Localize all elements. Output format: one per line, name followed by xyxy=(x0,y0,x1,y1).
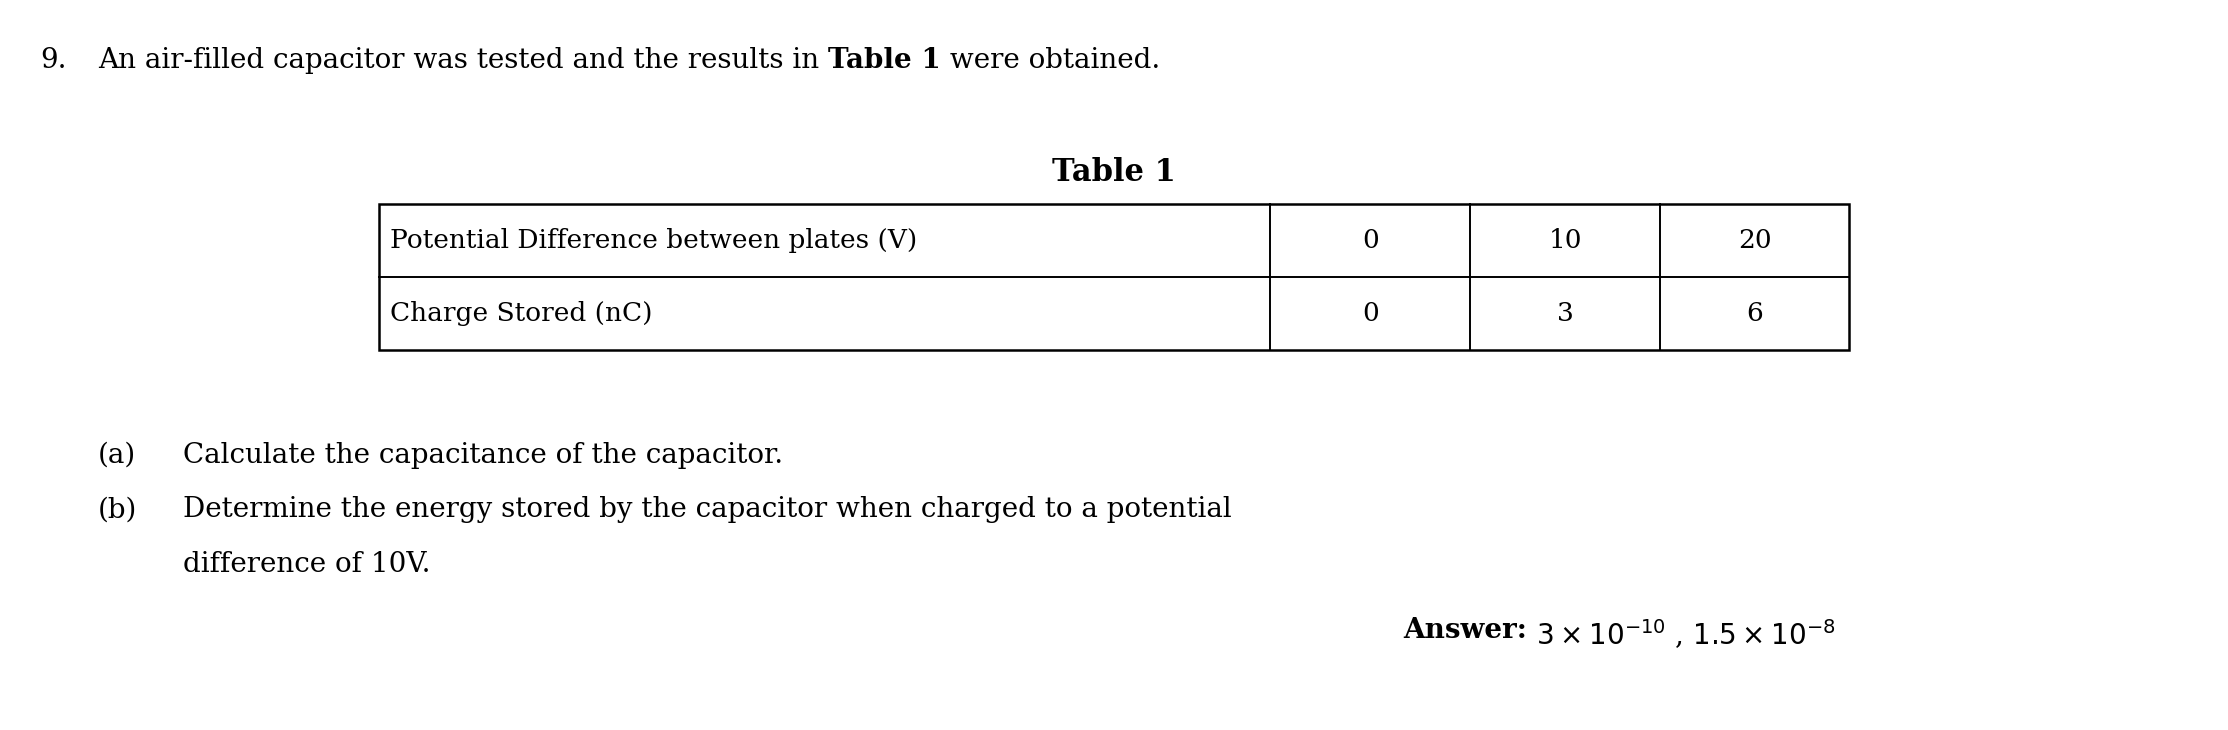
Text: 3: 3 xyxy=(1557,301,1573,326)
Text: (b): (b) xyxy=(98,496,138,523)
Text: 0: 0 xyxy=(1361,301,1379,326)
Text: Potential Difference between plates (V): Potential Difference between plates (V) xyxy=(390,228,918,253)
Text: 10: 10 xyxy=(1548,228,1582,253)
Text: Table 1: Table 1 xyxy=(829,47,940,74)
Text: Answer:: Answer: xyxy=(1404,617,1528,644)
Bar xyxy=(379,204,1849,350)
Text: Calculate the capacitance of the capacitor.: Calculate the capacitance of the capacit… xyxy=(183,442,782,469)
Text: 6: 6 xyxy=(1747,301,1762,326)
Text: 20: 20 xyxy=(1738,228,1771,253)
Text: 0: 0 xyxy=(1361,228,1379,253)
Text: 9.: 9. xyxy=(40,47,67,74)
Text: Table 1: Table 1 xyxy=(1052,157,1176,188)
Text: $3 \times 10^{-10}$ , $1.5 \times 10^{-8}$: $3 \times 10^{-10}$ , $1.5 \times 10^{-8… xyxy=(1528,617,1836,650)
Text: difference of 10V.: difference of 10V. xyxy=(183,551,430,578)
Text: Determine the energy stored by the capacitor when charged to a potential: Determine the energy stored by the capac… xyxy=(183,496,1232,523)
Text: An air-filled capacitor was tested and the results in: An air-filled capacitor was tested and t… xyxy=(98,47,829,74)
Text: (a): (a) xyxy=(98,442,136,469)
Text: were obtained.: were obtained. xyxy=(940,47,1161,74)
Text: Charge Stored (nC): Charge Stored (nC) xyxy=(390,301,653,326)
